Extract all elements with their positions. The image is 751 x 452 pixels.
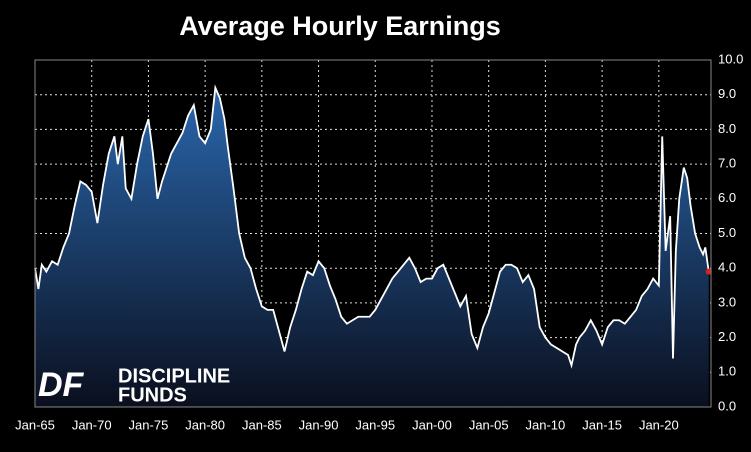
plot-frame — [34, 59, 712, 408]
area — [35, 87, 709, 407]
y-tick-label: 3.0 — [718, 294, 736, 309]
x-tick-label: Jan-75 — [129, 417, 169, 432]
x-tick-label: Jan-70 — [72, 417, 112, 432]
y-tick-label: 7.0 — [718, 156, 736, 171]
y-tick-label: 0.0 — [718, 398, 736, 413]
logo: DF DISCIPLINE FUNDS — [38, 365, 230, 406]
y-tick-label: 5.0 — [718, 225, 736, 240]
x-tick-label: Jan-80 — [185, 417, 225, 432]
y-tick-label: 8.0 — [718, 121, 736, 136]
x-tick-label: Jan-10 — [526, 417, 566, 432]
x-tick-label: Jan-15 — [582, 417, 622, 432]
last-point-marker — [705, 268, 712, 275]
y-tick-label: 2.0 — [718, 329, 736, 344]
x-tick-label: Jan-20 — [639, 417, 679, 432]
x-tick-label: Jan-95 — [355, 417, 395, 432]
y-tick-label: 9.0 — [718, 86, 736, 101]
y-tick-label: 4.0 — [718, 260, 736, 275]
x-tick-label: Jan-85 — [242, 417, 282, 432]
logo-text: FUNDS — [118, 384, 187, 406]
logo-mark: DF — [38, 366, 85, 404]
x-tick-label: Jan-65 — [15, 417, 55, 432]
x-tick-label: Jan-05 — [469, 417, 509, 432]
x-tick-label: Jan-00 — [412, 417, 452, 432]
y-tick-label: 1.0 — [718, 364, 736, 379]
y-tick-label: 6.0 — [718, 190, 736, 205]
chart-title: Average Hourly Earnings — [179, 11, 501, 41]
y-tick-label: 10.0 — [718, 51, 743, 66]
logo-text: DISCIPLINE — [118, 365, 230, 387]
x-tick-label: Jan-90 — [299, 417, 339, 432]
line — [34, 84, 710, 369]
